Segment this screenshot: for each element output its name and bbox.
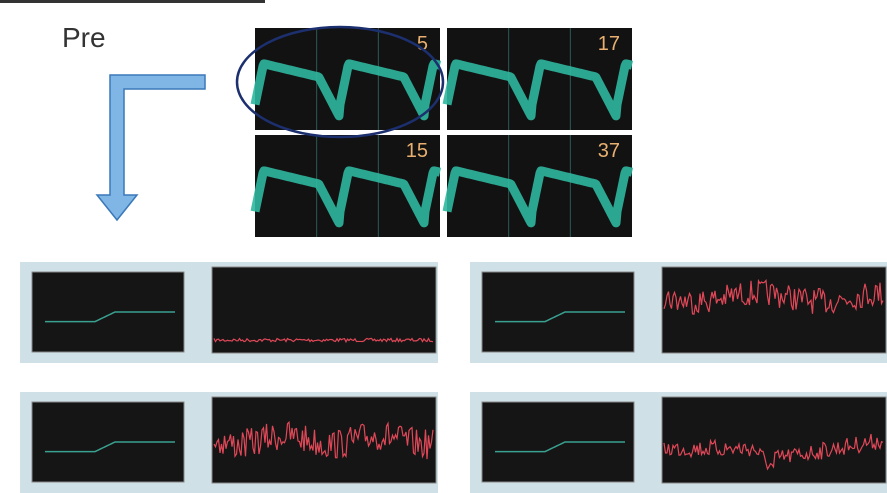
top-rule	[0, 0, 265, 3]
large-plot	[662, 397, 886, 483]
panel-number: 37	[598, 140, 620, 162]
pre-label: Pre	[62, 22, 106, 53]
figure: Pre 5171537	[0, 0, 887, 493]
large-plot	[212, 397, 436, 483]
trend-plots	[20, 262, 887, 493]
panel-number: 15	[406, 140, 428, 162]
large-plot	[662, 267, 886, 353]
panel-number: 17	[598, 33, 620, 55]
arrow	[97, 75, 205, 220]
